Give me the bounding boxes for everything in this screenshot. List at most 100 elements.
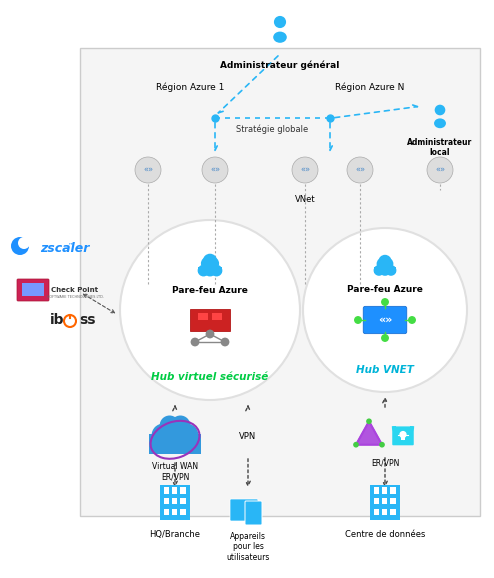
- Text: Stratégie globale: Stratégie globale: [236, 125, 309, 135]
- FancyBboxPatch shape: [180, 498, 186, 504]
- Text: Pare-feu Azure: Pare-feu Azure: [347, 285, 423, 294]
- Circle shape: [152, 424, 175, 447]
- FancyBboxPatch shape: [149, 435, 201, 454]
- Circle shape: [378, 262, 392, 276]
- Circle shape: [347, 157, 373, 183]
- FancyBboxPatch shape: [17, 279, 49, 301]
- Circle shape: [381, 334, 389, 342]
- Circle shape: [353, 442, 359, 447]
- Circle shape: [373, 265, 384, 276]
- Ellipse shape: [273, 32, 287, 43]
- FancyBboxPatch shape: [373, 509, 379, 515]
- Text: Région Azure 1: Région Azure 1: [156, 82, 224, 91]
- Text: «»: «»: [435, 165, 445, 175]
- Circle shape: [18, 237, 30, 249]
- Circle shape: [408, 316, 416, 324]
- Text: Hub VNET: Hub VNET: [356, 365, 414, 375]
- Text: «»: «»: [210, 165, 220, 175]
- Circle shape: [376, 258, 389, 270]
- FancyBboxPatch shape: [402, 435, 405, 440]
- FancyBboxPatch shape: [390, 487, 396, 494]
- Text: Administrateur général: Administrateur général: [220, 60, 340, 69]
- Circle shape: [221, 338, 229, 346]
- Text: Virtual WAN
ER/VPN: Virtual WAN ER/VPN: [152, 462, 198, 481]
- FancyBboxPatch shape: [22, 283, 44, 296]
- FancyBboxPatch shape: [390, 509, 396, 515]
- Circle shape: [366, 418, 372, 424]
- FancyBboxPatch shape: [370, 485, 401, 520]
- FancyBboxPatch shape: [164, 509, 169, 515]
- FancyBboxPatch shape: [180, 509, 186, 515]
- Circle shape: [206, 329, 214, 338]
- Circle shape: [170, 416, 190, 435]
- Text: Centre de données: Centre de données: [345, 530, 425, 539]
- Circle shape: [160, 423, 190, 453]
- FancyBboxPatch shape: [172, 498, 177, 504]
- Circle shape: [399, 431, 407, 438]
- Circle shape: [381, 258, 393, 270]
- Circle shape: [203, 254, 217, 268]
- FancyBboxPatch shape: [363, 306, 407, 334]
- FancyBboxPatch shape: [160, 485, 190, 520]
- FancyBboxPatch shape: [245, 501, 262, 525]
- Text: Hub virtuel sécurisé: Hub virtuel sécurisé: [151, 372, 269, 382]
- FancyBboxPatch shape: [373, 498, 379, 504]
- Text: VPN: VPN: [240, 432, 256, 441]
- Text: ss: ss: [79, 313, 95, 327]
- Circle shape: [198, 265, 209, 276]
- FancyBboxPatch shape: [164, 487, 169, 494]
- Circle shape: [379, 442, 385, 447]
- Text: zscaler: zscaler: [40, 242, 89, 254]
- Circle shape: [175, 424, 199, 447]
- FancyBboxPatch shape: [382, 509, 387, 515]
- Text: ™: ™: [68, 242, 75, 248]
- FancyBboxPatch shape: [172, 487, 177, 494]
- Circle shape: [303, 228, 467, 392]
- Text: «»: «»: [143, 165, 153, 175]
- Text: Check Point: Check Point: [51, 287, 99, 293]
- Text: «»: «»: [378, 315, 392, 325]
- FancyBboxPatch shape: [172, 509, 177, 515]
- FancyBboxPatch shape: [382, 487, 387, 494]
- Circle shape: [292, 157, 318, 183]
- Circle shape: [386, 265, 396, 276]
- Circle shape: [427, 157, 453, 183]
- Text: Pare-feu Azure: Pare-feu Azure: [172, 286, 248, 295]
- Text: Région Azure N: Région Azure N: [335, 82, 405, 91]
- Circle shape: [203, 262, 217, 276]
- FancyBboxPatch shape: [392, 427, 414, 445]
- FancyBboxPatch shape: [212, 313, 222, 320]
- Circle shape: [191, 338, 200, 346]
- Ellipse shape: [434, 118, 446, 128]
- Text: ib: ib: [50, 313, 65, 327]
- Circle shape: [160, 416, 179, 435]
- Circle shape: [378, 255, 392, 268]
- FancyBboxPatch shape: [164, 498, 169, 504]
- FancyBboxPatch shape: [198, 313, 208, 320]
- Circle shape: [135, 157, 161, 183]
- Circle shape: [381, 298, 389, 306]
- FancyBboxPatch shape: [230, 499, 258, 521]
- FancyBboxPatch shape: [198, 266, 222, 273]
- Text: «»: «»: [300, 165, 310, 175]
- FancyBboxPatch shape: [373, 267, 396, 273]
- FancyBboxPatch shape: [190, 309, 230, 331]
- Circle shape: [435, 105, 445, 116]
- FancyBboxPatch shape: [180, 487, 186, 494]
- Circle shape: [11, 237, 29, 255]
- Circle shape: [354, 316, 362, 324]
- Circle shape: [274, 16, 286, 28]
- Circle shape: [202, 157, 228, 183]
- Circle shape: [120, 220, 300, 400]
- FancyBboxPatch shape: [390, 498, 396, 504]
- FancyBboxPatch shape: [80, 48, 480, 516]
- Circle shape: [210, 265, 222, 276]
- Text: ER/VPN: ER/VPN: [371, 458, 399, 467]
- Text: Appareils
pour les
utilisateurs: Appareils pour les utilisateurs: [226, 532, 270, 562]
- Circle shape: [206, 257, 219, 270]
- Text: «»: «»: [355, 165, 365, 175]
- FancyBboxPatch shape: [382, 498, 387, 504]
- FancyBboxPatch shape: [373, 487, 379, 494]
- Polygon shape: [356, 421, 382, 444]
- Text: HQ/Branche: HQ/Branche: [150, 530, 201, 539]
